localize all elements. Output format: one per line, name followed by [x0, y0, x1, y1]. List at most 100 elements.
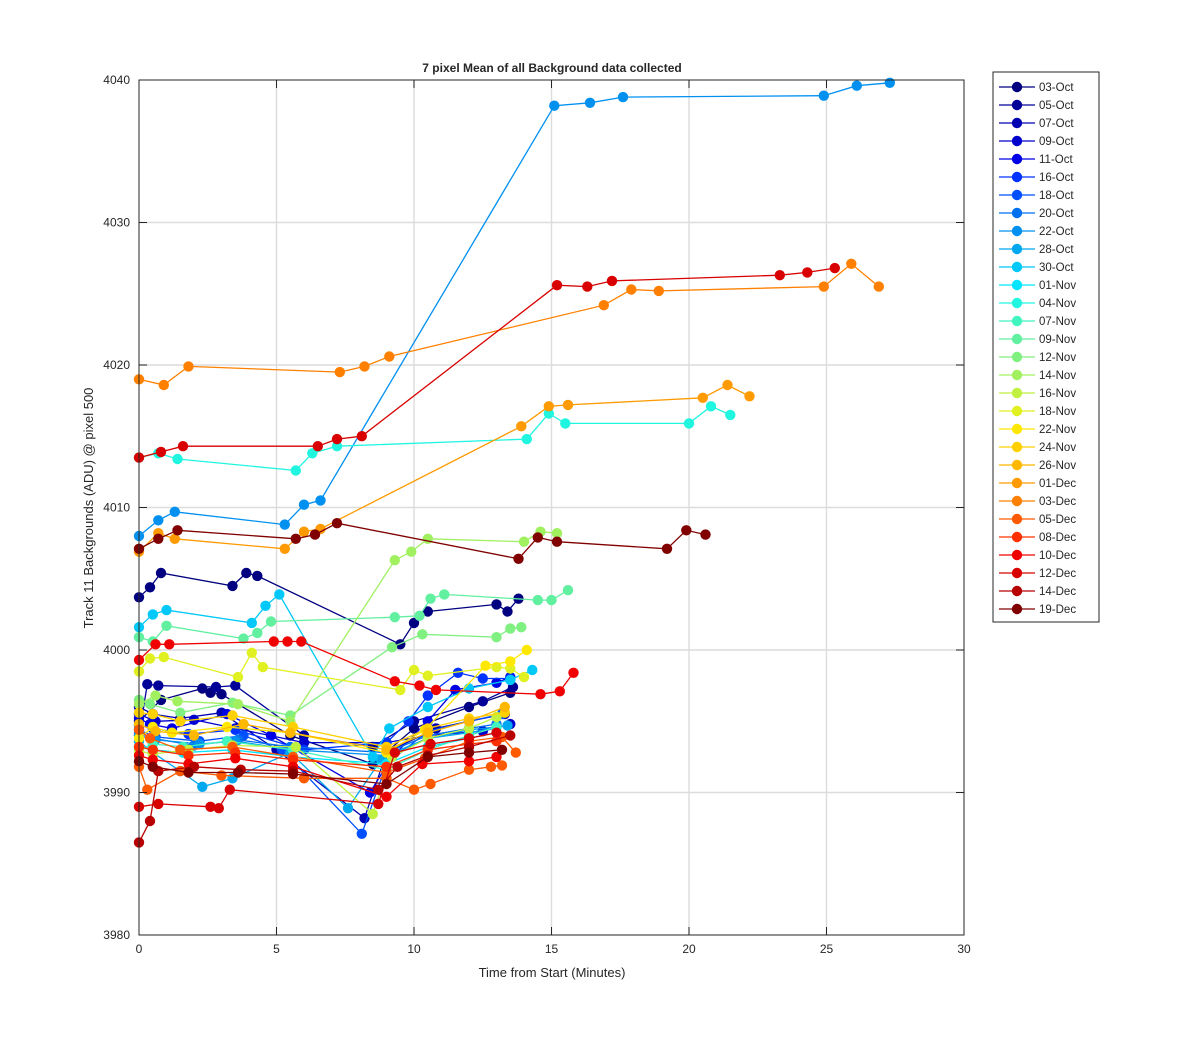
data-point — [367, 751, 378, 763]
legend-marker — [1011, 405, 1023, 417]
legend-label: 16-Nov — [1039, 388, 1076, 400]
legend-marker — [1011, 81, 1023, 93]
data-point — [381, 744, 392, 755]
data-point — [384, 351, 395, 362]
data-point — [150, 690, 161, 701]
data-point — [568, 667, 579, 678]
data-point — [744, 391, 755, 402]
data-point — [450, 684, 461, 696]
data-point — [532, 532, 543, 543]
data-point — [422, 670, 433, 681]
data-point — [389, 747, 400, 758]
data-point — [331, 518, 343, 529]
legend-marker — [1011, 261, 1023, 273]
legend-marker — [1011, 153, 1023, 165]
data-point — [153, 533, 164, 544]
data-point — [681, 525, 692, 536]
data-point — [516, 421, 527, 432]
legend-label: 18-Oct — [1039, 190, 1074, 202]
data-point — [153, 515, 164, 526]
data-point — [480, 660, 491, 671]
legend-label: 07-Nov — [1039, 316, 1076, 328]
data-point — [452, 667, 464, 678]
legend-entry: 20-Oct — [999, 207, 1074, 220]
data-point — [562, 585, 574, 596]
legend-label: 09-Oct — [1039, 136, 1074, 148]
data-point — [367, 808, 378, 820]
legend-entry: 18-Oct — [999, 189, 1074, 202]
data-point — [705, 401, 717, 412]
x-tick-label: 5 — [273, 942, 280, 956]
data-point — [551, 536, 563, 547]
data-point — [818, 281, 829, 292]
data-point — [774, 270, 785, 281]
data-point — [562, 399, 574, 411]
data-point — [265, 616, 277, 627]
data-point — [290, 465, 301, 476]
data-point — [430, 684, 442, 696]
data-point — [584, 97, 596, 109]
data-point — [477, 673, 488, 684]
data-point — [389, 676, 400, 687]
legend-label: 10-Dec — [1039, 550, 1076, 562]
data-point — [175, 744, 186, 755]
x-tick-label: 30 — [957, 942, 971, 956]
data-point — [417, 758, 428, 770]
legend-entry: 24-Nov — [999, 441, 1076, 454]
data-point — [408, 784, 420, 795]
data-point — [172, 525, 183, 536]
legend-marker — [1011, 171, 1023, 183]
series-line — [138, 732, 497, 809]
data-point — [851, 80, 862, 91]
legend-label: 12-Dec — [1039, 568, 1076, 580]
data-point — [373, 784, 384, 795]
data-point — [161, 604, 172, 616]
data-point — [846, 258, 857, 269]
series-line — [138, 713, 503, 836]
data-point — [197, 683, 208, 694]
data-point — [144, 653, 156, 664]
data-point — [463, 747, 475, 758]
legend-entry: 04-Nov — [999, 297, 1076, 310]
data-point — [147, 708, 158, 720]
data-point — [389, 555, 400, 566]
data-point — [274, 589, 285, 600]
data-point — [359, 813, 370, 824]
legend-entry: 01-Nov — [999, 279, 1076, 292]
legend-label: 09-Nov — [1039, 334, 1076, 346]
legend-marker — [1011, 423, 1023, 435]
data-point — [142, 679, 153, 690]
data-point — [147, 609, 158, 620]
data-point — [144, 699, 156, 710]
data-point — [518, 671, 530, 683]
legend-label: 22-Nov — [1039, 424, 1076, 436]
data-point — [252, 570, 263, 582]
data-point — [516, 622, 527, 633]
x-axis-label: Time from Start (Minutes) — [479, 965, 626, 980]
legend-entry: 16-Nov — [999, 387, 1076, 400]
data-point — [356, 431, 367, 442]
legend-label: 12-Nov — [1039, 352, 1076, 364]
y-tick-label: 4010 — [103, 501, 130, 515]
data-point — [359, 361, 370, 372]
data-point — [505, 623, 516, 634]
legend-label: 18-Nov — [1039, 406, 1076, 418]
data-point — [334, 366, 345, 378]
data-point — [158, 379, 169, 391]
data-point — [216, 770, 227, 781]
data-point — [477, 696, 488, 707]
legend-entry: 07-Oct — [999, 117, 1074, 130]
legend-marker — [1011, 279, 1023, 291]
series-19-Dec — [133, 518, 711, 790]
data-point — [381, 791, 392, 802]
data-point — [543, 408, 554, 419]
data-point — [147, 761, 158, 772]
legend-label: 16-Oct — [1039, 172, 1074, 184]
data-point — [543, 401, 554, 412]
data-point — [510, 747, 521, 758]
data-point — [150, 639, 161, 650]
data-point — [265, 730, 277, 741]
legend-label: 01-Nov — [1039, 280, 1076, 292]
